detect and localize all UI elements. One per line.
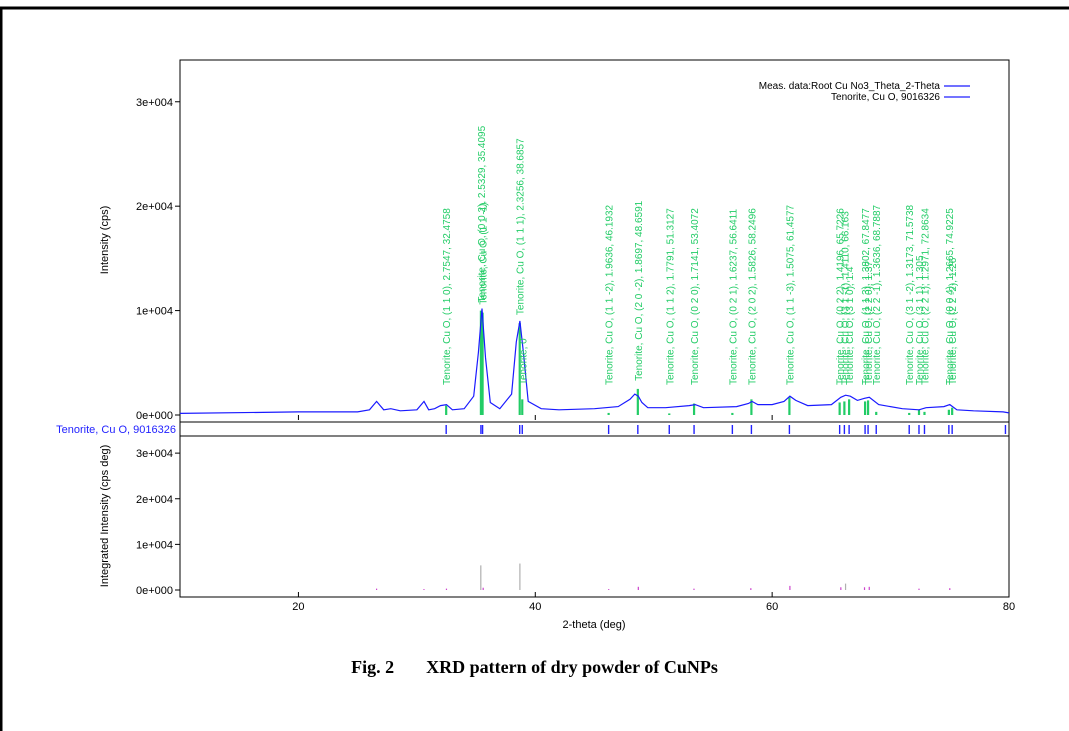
integrated-y-tick-label: 3e+004 [136, 448, 173, 460]
reference-peak-label: Tenorite, Cu O, (2 0 -2), 1.8697, 48.659… [634, 200, 645, 381]
x-tick-label: 80 [1003, 601, 1015, 613]
integrated-y-axis-label: Integrated Intensity (cps deg) [99, 445, 111, 587]
reference-peak-label: Tenorite, Cu O, (1 1 -3), 1.5075, 61.457… [785, 204, 796, 385]
reference-peak-label: Tenorite, Cu O, (1 1 -1) [479, 202, 490, 304]
main-y-tick-label: 3e+004 [136, 97, 173, 109]
integrated-y-ticks: 0e+000 1e+004 2e+004 3e+004 [136, 448, 180, 597]
reference-peak-label: Tenorite, Cu O, (1 1 0), 2.7547, 32.4758 [442, 208, 453, 385]
caption-text: XRD pattern of dry powder of CuNPs [426, 657, 718, 677]
figure-caption: Fig. 2 XRD pattern of dry powder of CuNPs [0, 657, 1069, 678]
x-axis-label: 2-theta (deg) [563, 619, 626, 631]
reference-peak-label: Tenorite, Cu O, (3 1 1), 1.305 [915, 255, 926, 385]
reference-peak-label: Tenorite, Cu O, (1 1 3), 1.3802, 67.8477 [861, 208, 872, 385]
main-y-ticks: 0e+000 1e+004 2e+004 3e+004 [136, 97, 180, 422]
main-y-tick-label: 0e+000 [136, 410, 173, 422]
reference-peak-label: Tenorite, 0 [518, 338, 529, 385]
legend: Meas. data:Root Cu No3_Theta_2-Theta Ten… [759, 81, 970, 103]
reference-peak-label: Tenorite, Cu O, (0 2 0), 1.7141, 53.4072 [690, 208, 701, 385]
integrated-y-tick-label: 1e+004 [136, 539, 173, 551]
phase-strip-ticks [445, 425, 1007, 434]
reference-peak-label: Tenorite, Cu O, (2 2 -1), 1.3636, 68.788… [872, 204, 883, 385]
x-ticks: 20 40 60 80 [292, 415, 1015, 613]
reference-peak-labels: Tenorite, Cu O, (1 1 0), 2.7547, 32.4758… [442, 125, 959, 385]
x-tick-label: 20 [292, 601, 304, 613]
legend-entry-tenorite: Tenorite, Cu O, 9016326 [831, 92, 940, 103]
x-tick-label: 60 [766, 601, 778, 613]
reference-peak-label: Tenorite, Cu O, (0 0 4), 1.2665, 74.9225 [945, 208, 956, 385]
main-y-tick-label: 1e+004 [136, 306, 173, 318]
main-y-axis-label: Intensity (cps) [99, 206, 111, 274]
caption-figure-number: Fig. 2 [351, 657, 395, 677]
reference-peak-label: Tenorite, Cu O, (2 2 0), 1.37 [864, 261, 875, 385]
reference-peak-label: Tenorite, Cu O, (1 1 -2), 1.9636, 46.193… [605, 204, 616, 385]
measured-pattern-line [179, 308, 1010, 414]
reference-peak-lines [445, 310, 954, 415]
reference-peak-label: Tenorite, Cu O, (1 1 1), 2.3256, 38.6857 [516, 138, 527, 315]
reference-peak-label: Tenorite, Cu O, (2 2 -2), 1.26 [948, 257, 959, 385]
integrated-plot-frame [179, 435, 1010, 598]
main-plot-frame [179, 59, 1010, 423]
reference-peak-label: Tenorite, Cu O, (0 0 2), 2.5329, 35.4095 [477, 125, 488, 302]
legend-entry-measured: Meas. data:Root Cu No3_Theta_2-Theta [759, 81, 941, 92]
reference-peak-label: Tenorite, Cu O, (0 2 2), 1.4196, 65.7226 [836, 208, 847, 385]
reference-peak-label: Tenorite, Cu O, (3 1 -2), 1.3173, 71.573… [905, 204, 916, 385]
x-tick-label: 40 [529, 601, 541, 613]
reference-peak-label: Tenorite, Cu O, (3 1 -1), 1.4110, 66.163 [840, 211, 851, 385]
reference-peak-label: Tenorite, Cu O, (3 1 0), 1.4 [845, 266, 856, 385]
integrated-y-tick-label: 0e+000 [136, 585, 173, 597]
main-y-tick-label: 2e+004 [136, 201, 173, 213]
reference-peak-label: Tenorite, Cu O, (2 0 2), 1.5826, 58.2496 [747, 208, 758, 385]
phase-strip-label: Tenorite, Cu O, 9016326 [56, 424, 176, 436]
phase-strip-frame [179, 421, 1010, 437]
integrated-bars [375, 563, 951, 590]
reference-peak-label: Tenorite, Cu O, (2 2 1), 1.2971, 72.8634 [921, 208, 932, 385]
integrated-y-tick-label: 2e+004 [136, 494, 173, 506]
reference-peak-label: Tenorite, Cu O, (0 2 1), 1.6237, 56.6411 [728, 209, 739, 385]
reference-peak-label: Tenorite, Cu O, (1 1 2), 1.7791, 51.3127 [665, 208, 676, 385]
